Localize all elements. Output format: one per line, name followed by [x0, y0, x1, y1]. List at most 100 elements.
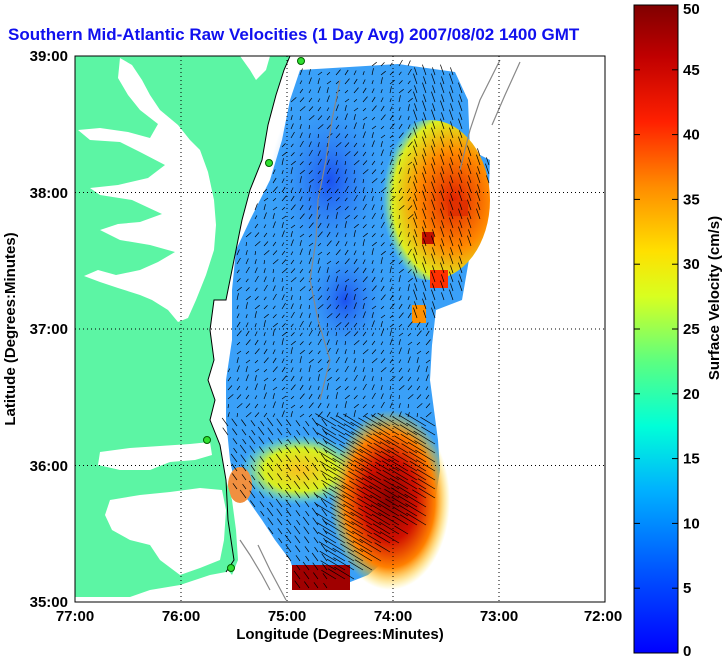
- velocity-vector: [326, 203, 329, 211]
- velocity-vector: [227, 412, 230, 418]
- velocity-vector: [379, 441, 400, 454]
- velocity-vector: [272, 186, 278, 193]
- colorbar-tick-label: 50: [683, 1, 700, 18]
- velocity-vector: [293, 435, 301, 445]
- velocity-vector: [317, 115, 323, 121]
- velocity-vector: [290, 268, 296, 274]
- velocity-vector: [389, 123, 395, 130]
- velocity-vector: [326, 215, 329, 220]
- velocity-vector: [258, 436, 265, 445]
- velocity-vector: [299, 196, 303, 202]
- velocity-vector: [432, 67, 436, 76]
- velocity-vector: [254, 215, 258, 220]
- velocity-vector: [304, 501, 310, 508]
- velocity-vector: [311, 417, 319, 427]
- velocity-vector: [344, 151, 351, 157]
- velocity-vector: [313, 582, 319, 589]
- velocity-vector: [326, 304, 332, 310]
- velocity-vector: [380, 250, 386, 256]
- velocity-vector: [263, 260, 266, 265]
- velocity-vector: [432, 103, 436, 112]
- velocity-vector: [320, 560, 337, 571]
- velocity-vector: [450, 229, 454, 238]
- velocity-vector: [371, 169, 377, 175]
- velocity-vector: [380, 401, 385, 409]
- velocity-vector: [353, 302, 357, 310]
- velocity-vector: [388, 458, 409, 472]
- velocity-vector: [272, 329, 275, 337]
- velocity-vector: [336, 505, 355, 517]
- velocity-vector: [308, 377, 311, 382]
- velocity-vector: [416, 365, 420, 373]
- velocity-vector: [407, 368, 411, 373]
- velocity-vector: [325, 449, 346, 463]
- velocity-vector: [335, 348, 339, 355]
- x-tick-label: 72:00: [584, 608, 622, 625]
- velocity-vector: [326, 231, 331, 238]
- velocity-vector: [317, 206, 320, 211]
- velocity-vector: [407, 248, 412, 256]
- velocity-vector: [290, 179, 293, 184]
- velocity-vector: [407, 97, 413, 103]
- velocity-vector: [222, 427, 229, 436]
- velocity-vector: [344, 241, 348, 247]
- velocity-vector: [281, 331, 287, 337]
- velocity-vector: [422, 136, 427, 148]
- velocity-vector: [335, 495, 355, 508]
- velocity-vector: [236, 403, 243, 409]
- velocity-vector: [276, 463, 283, 472]
- velocity-vector: [316, 512, 337, 526]
- velocity-vector: [362, 375, 366, 382]
- velocity-vector: [477, 184, 481, 193]
- velocity-vector: [413, 289, 418, 301]
- velocity-vector: [362, 232, 368, 238]
- velocity-vector: [343, 503, 364, 517]
- velocity-vector: [423, 202, 427, 211]
- velocity-vector: [272, 377, 277, 382]
- velocity-vector: [371, 241, 377, 247]
- velocity-vector: [344, 113, 348, 121]
- velocity-vector: [389, 98, 392, 103]
- velocity-vector: [335, 332, 338, 337]
- velocity-vector: [290, 231, 293, 238]
- velocity-vector: [468, 229, 472, 238]
- velocity-vector: [308, 385, 312, 391]
- velocity-vector: [326, 87, 329, 94]
- velocity-vector: [326, 287, 330, 292]
- velocity-vector: [358, 417, 373, 427]
- velocity-vector: [317, 278, 321, 283]
- velocity-vector: [389, 150, 392, 157]
- albemarle-sound: [98, 442, 212, 470]
- velocity-vector: [398, 187, 403, 193]
- velocity-vector: [330, 416, 346, 427]
- velocity-vector: [459, 94, 463, 103]
- velocity-vector: [417, 478, 436, 490]
- velocity-vector: [372, 433, 391, 445]
- velocity-vector: [406, 432, 427, 445]
- velocity-vector: [254, 368, 260, 373]
- velocity-vector: [432, 85, 436, 94]
- velocity-vector: [449, 127, 454, 139]
- velocity-vector: [459, 274, 463, 283]
- velocity-vector: [407, 394, 414, 400]
- velocity-vector: [407, 260, 411, 265]
- velocity-vector: [327, 568, 346, 580]
- velocity-vector: [329, 497, 346, 508]
- velocity-vector: [245, 394, 250, 400]
- velocity-vector: [316, 422, 337, 436]
- velocity-vector: [227, 376, 232, 382]
- velocity-vector: [250, 465, 256, 472]
- velocity-vector: [362, 251, 365, 256]
- velocity-vector: [432, 139, 436, 148]
- velocity-vector: [425, 412, 432, 418]
- velocity-vector: [359, 448, 382, 463]
- velocity-vector: [399, 514, 418, 526]
- velocity-vector: [353, 366, 357, 373]
- velocity-vector: [299, 341, 304, 346]
- velocity-vector: [281, 215, 287, 220]
- velocity-vector: [347, 551, 364, 562]
- velocity-vector: [281, 151, 287, 157]
- velocity-vector: [344, 432, 364, 445]
- velocity-vector: [450, 193, 454, 202]
